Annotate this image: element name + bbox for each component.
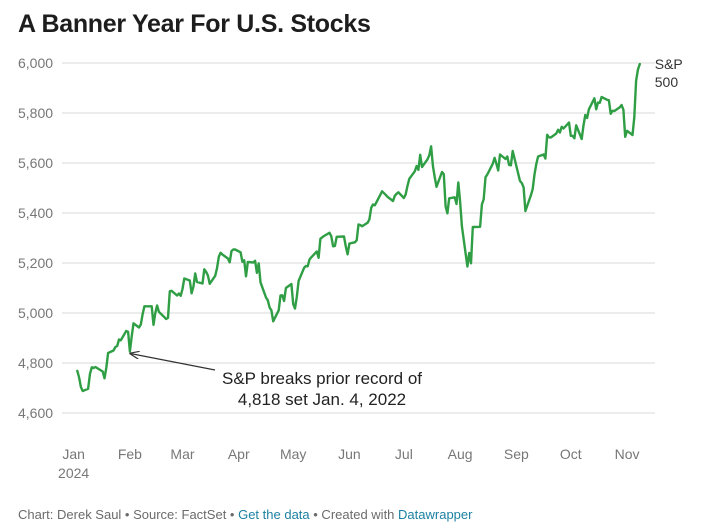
y-tick-label: 5,600: [18, 155, 53, 171]
x-tick-label: May: [280, 446, 306, 462]
y-axis-ticks: 4,600 4,800 5,000 5,200 5,400 5,600 5,800 6,000: [18, 55, 53, 421]
y-tick-label: 5,000: [18, 305, 53, 321]
series-label: S&P: [655, 56, 683, 72]
x-tick-label: Mar: [170, 446, 194, 462]
x-tick-label: Sep: [504, 446, 529, 462]
get-data-link[interactable]: Get the data: [238, 507, 310, 522]
y-tick-label: 4,600: [18, 405, 53, 421]
annotation: S&P breaks prior record of 4,818 set Jan.…: [130, 354, 422, 409]
x-tick-label: Feb: [118, 446, 142, 462]
y-tick-label: 4,800: [18, 355, 53, 371]
series-line: [76, 62, 641, 393]
x-tick-label: Oct: [560, 446, 582, 462]
annotation-arrow: [130, 354, 216, 371]
annotation-text: S&P breaks prior record of: [222, 369, 422, 388]
y-tick-label: 5,800: [18, 105, 53, 121]
datawrapper-link[interactable]: Datawrapper: [398, 507, 473, 522]
gridlines: [62, 62, 655, 414]
footer-credits: Chart: Derek Saul • Source: FactSet •: [18, 507, 239, 522]
chart-footer: Chart: Derek Saul • Source: FactSet • Ge…: [18, 507, 472, 522]
annotation-text-line2: 4,818 set Jan. 4, 2022: [238, 390, 406, 409]
series-label-line2: 500: [655, 74, 679, 90]
x-tick-label: Nov: [615, 446, 640, 462]
x-tick-label: Jul: [395, 446, 413, 462]
chart-title: A Banner Year For U.S. Stocks: [18, 10, 371, 38]
series-layer: S&P 500: [76, 56, 683, 393]
y-tick-label: 5,200: [18, 255, 53, 271]
y-tick-label: 6,000: [18, 55, 53, 71]
x-axis-ticks: Jan 2024 Feb Mar Apr May Jun Jul Aug Sep Oct Nov: [58, 446, 639, 481]
x-tick-label: Jun: [338, 446, 361, 462]
line-chart: 4,600 4,800 5,000 5,200 5,400 5,600 5,800 6,000…: [18, 55, 683, 481]
y-tick-label: 5,400: [18, 205, 53, 221]
x-tick-sublabel: 2024: [58, 465, 89, 481]
x-tick-label: Apr: [228, 446, 250, 462]
x-tick-label: Jan: [62, 446, 85, 462]
footer-created: • Created with: [309, 507, 399, 522]
x-tick-label: Aug: [448, 446, 473, 462]
